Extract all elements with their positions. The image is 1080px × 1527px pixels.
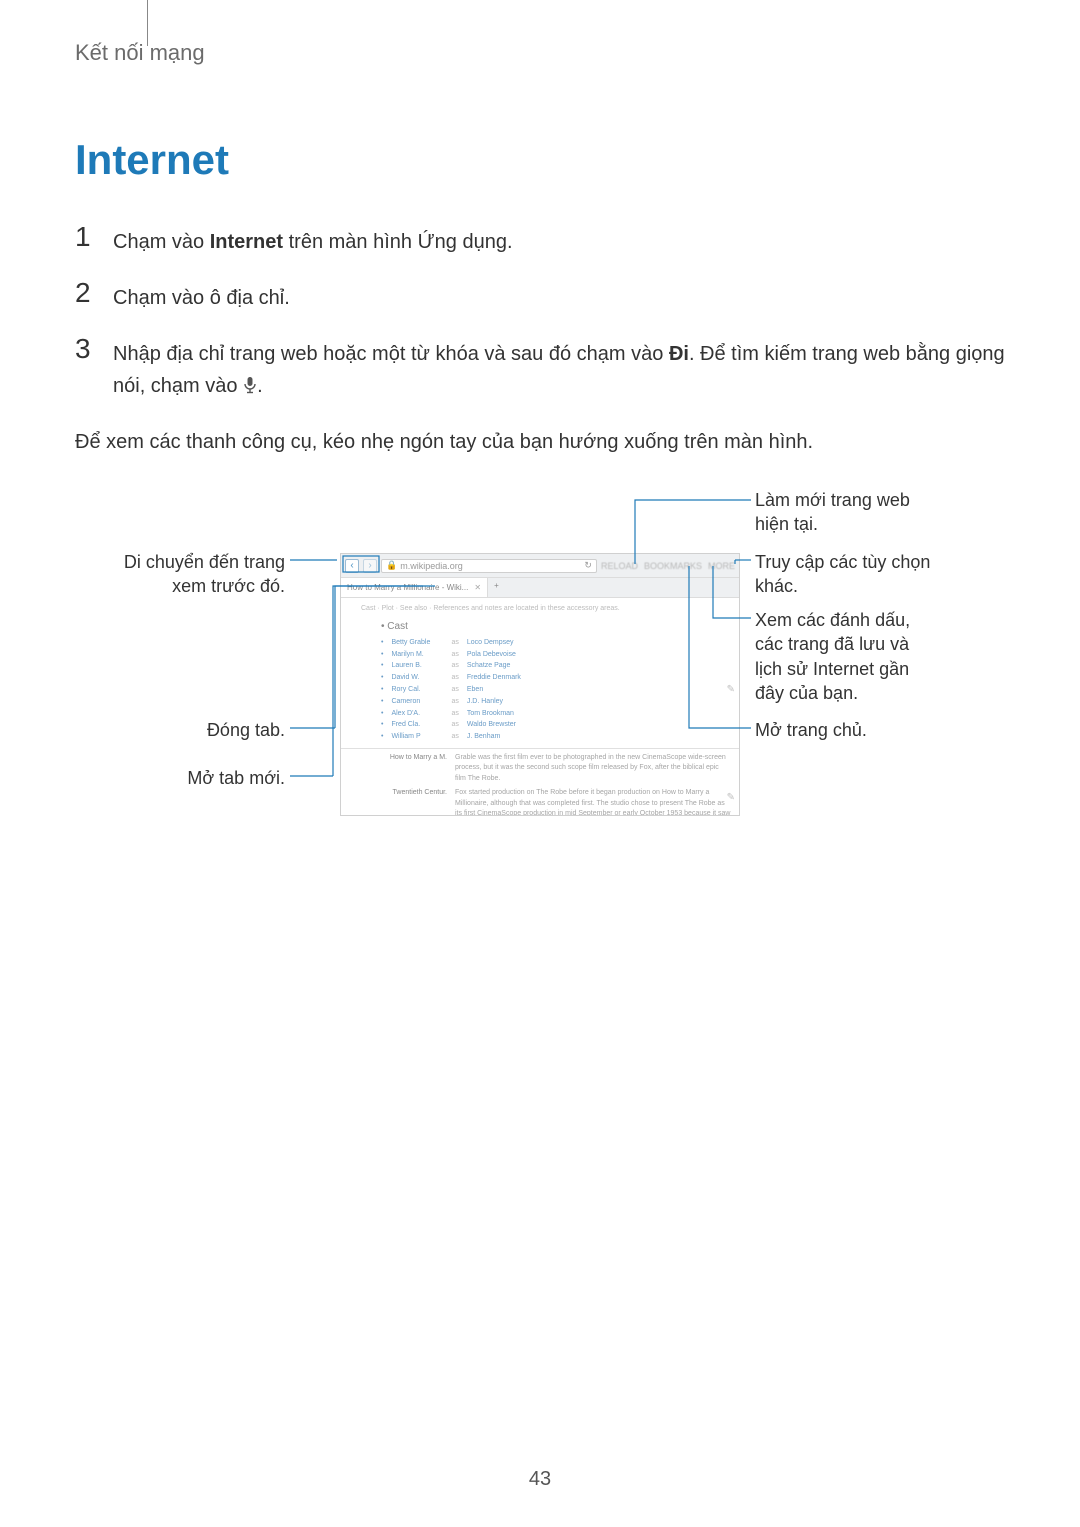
step-text-pre: Nhập địa chỉ trang web hoặc một từ khóa …: [113, 343, 669, 365]
content-divider: [341, 748, 739, 749]
url-text: m.wikipedia.org: [400, 561, 463, 571]
microphone-icon: [243, 372, 257, 404]
callout-text: Đóng tab.: [207, 720, 285, 740]
tab-label: How to Marry a Millionaire - Wiki...: [347, 583, 468, 592]
reload-icon[interactable]: RELOAD: [601, 561, 638, 571]
table-row: •Rory Cal.asEben: [381, 685, 731, 695]
breadcrumb: Kết nối mạng: [75, 40, 1005, 66]
cast-table: •Betty GrableasLoco Dempsey •Marilyn M.as…: [381, 638, 731, 742]
page-number: 43: [0, 1468, 1080, 1491]
callout-text: Di chuyển đến trang xem trước đó.: [124, 552, 285, 596]
step-text-bold: Internet: [210, 231, 283, 253]
tab-bar: How to Marry a Millionaire - Wiki... ✕ +: [341, 578, 739, 598]
forward-button[interactable]: ›: [363, 559, 377, 573]
edit-icon[interactable]: ✎: [727, 792, 735, 803]
step-text-period: .: [257, 375, 263, 397]
callout-text: Truy cập các tùy chọn khác.: [755, 552, 930, 596]
callout-right-3: Xem các đánh dấu, các trang đã lưu và lị…: [755, 608, 1005, 705]
table-row: •Lauren B.asSchatze Page: [381, 661, 731, 671]
callout-right-2: Truy cập các tùy chọn khác.: [755, 550, 1005, 599]
browser-screenshot: ‹ › 🔒 m.wikipedia.org ↻ RELOAD BOOKMARKS…: [340, 553, 740, 816]
callout-text: Mở tab mới.: [187, 768, 285, 788]
step-number: 2: [75, 278, 107, 309]
callout-text: Xem các đánh dấu, các trang đã lưu và lị…: [755, 610, 910, 703]
table-row: •Alex D'A.asTom Brookman: [381, 709, 731, 719]
page-title: Internet: [75, 136, 1005, 184]
callout-text: Mở trang chủ.: [755, 720, 867, 740]
steps-list: 1 Chạm vào Internet trên màn hình Ứng dụ…: [75, 222, 1005, 404]
step-2: 2 Chạm vào ô địa chỉ.: [75, 278, 1005, 314]
browser-toolbar: ‹ › 🔒 m.wikipedia.org ↻ RELOAD BOOKMARKS…: [341, 554, 739, 578]
page: Kết nối mạng Internet 1 Chạm vào Interne…: [0, 0, 1080, 1527]
bookmarks-icon[interactable]: BOOKMARKS: [644, 561, 702, 571]
step-number: 1: [75, 222, 107, 253]
step-text-post: trên màn hình Ứng dụng.: [283, 231, 512, 253]
table-row: •Fred Cla.asWaldo Brewster: [381, 720, 731, 730]
callout-left-2: Đóng tab.: [75, 718, 285, 742]
content-section-title: • Cast: [381, 620, 731, 634]
step-text-bold: Đi: [669, 343, 689, 365]
header-rule: [147, 0, 148, 46]
refresh-inline-icon[interactable]: ↻: [584, 560, 592, 571]
content-heading-blur: Cast · Plot · See also · References and …: [361, 604, 731, 614]
content-paragraphs: How to Marry a M.Grable was the first fi…: [381, 753, 731, 816]
table-row: •Betty GrableasLoco Dempsey: [381, 638, 731, 648]
more-icon[interactable]: MORE: [708, 561, 735, 571]
step-number: 3: [75, 334, 107, 365]
callout-left-1: Di chuyển đến trang xem trước đó.: [75, 550, 285, 599]
step-3: 3 Nhập địa chỉ trang web hoặc một từ khó…: [75, 334, 1005, 404]
edit-icon[interactable]: ✎: [727, 684, 735, 695]
table-row: •CameronasJ.D. Hanley: [381, 697, 731, 707]
step-1: 1 Chạm vào Internet trên màn hình Ứng dụ…: [75, 222, 1005, 258]
table-row: •Marilyn M.asPola Debevoise: [381, 650, 731, 660]
paragraph: Để xem các thanh công cụ, kéo nhẹ ngón t…: [75, 426, 1005, 458]
new-tab-button[interactable]: +: [488, 578, 505, 597]
back-button[interactable]: ‹: [345, 559, 359, 573]
table-row: •David W.asFreddie Denmark: [381, 673, 731, 683]
browser-tab[interactable]: How to Marry a Millionaire - Wiki... ✕: [341, 578, 488, 597]
lock-icon: 🔒: [386, 560, 397, 571]
content-para: Twentieth Centur.Fox started production …: [381, 788, 731, 816]
step-text: Nhập địa chỉ trang web hoặc một từ khóa …: [113, 334, 1005, 404]
content-para: How to Marry a M.Grable was the first fi…: [381, 753, 731, 785]
callout-right-1: Làm mới trang web hiện tại.: [755, 488, 1005, 537]
step-text: Chạm vào ô địa chỉ.: [113, 278, 290, 314]
table-row: •William PasJ. Benham: [381, 732, 731, 742]
callout-left-3: Mở tab mới.: [75, 766, 285, 790]
step-text-pre: Chạm vào ô địa chỉ.: [113, 287, 290, 309]
callout-text: Làm mới trang web hiện tại.: [755, 490, 910, 534]
step-text: Chạm vào Internet trên màn hình Ứng dụng…: [113, 222, 513, 258]
toolbar-icons: RELOAD BOOKMARKS MORE: [601, 561, 735, 571]
address-bar[interactable]: 🔒 m.wikipedia.org ↻: [381, 559, 597, 573]
callout-right-4: Mở trang chủ.: [755, 718, 1005, 742]
annotated-diagram: Di chuyển đến trang xem trước đó. Đóng t…: [75, 488, 1005, 818]
page-content: Cast · Plot · See also · References and …: [341, 598, 739, 816]
step-text-pre: Chạm vào: [113, 231, 210, 253]
close-tab-icon[interactable]: ✕: [474, 583, 481, 592]
